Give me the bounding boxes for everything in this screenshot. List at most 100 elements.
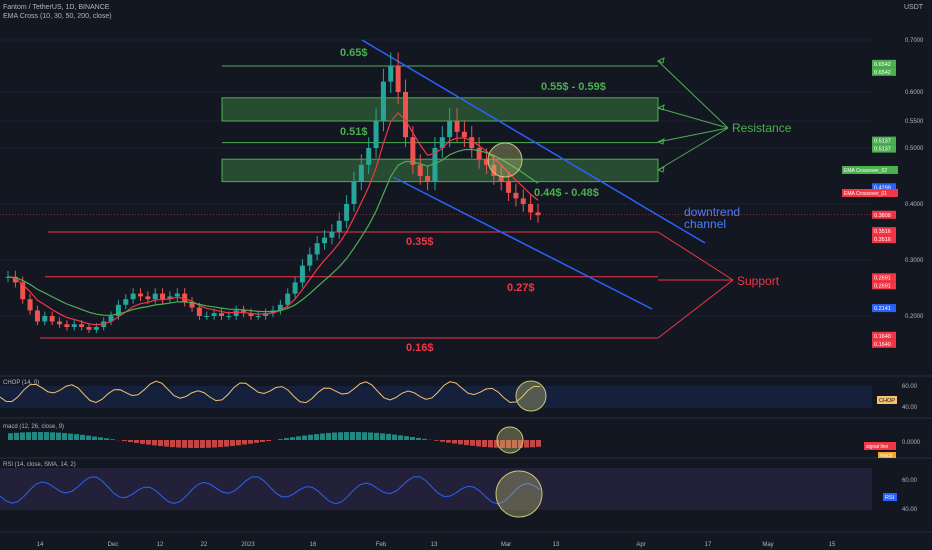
candle-body xyxy=(42,316,48,322)
ema-fast-line xyxy=(7,112,539,326)
candle-body xyxy=(461,131,467,138)
price-tag: 0.6542 xyxy=(874,62,891,68)
chop-band xyxy=(0,386,872,408)
price-tag: 0.1640 xyxy=(874,342,891,348)
chop-level: 60.00 xyxy=(902,384,918,390)
macd-histogram-bar xyxy=(452,440,457,444)
candle-body xyxy=(491,164,497,176)
candle-body xyxy=(211,313,217,316)
candle-body xyxy=(71,324,77,327)
resistance-arrow xyxy=(657,127,729,143)
macd-histogram-bar xyxy=(416,437,421,440)
symbol-title: Fantom / TetherUS, 1D, BINANCE xyxy=(3,4,110,11)
candle-body xyxy=(535,212,541,216)
macd-histogram-bar xyxy=(260,440,265,442)
macd-histogram-bar xyxy=(362,432,367,440)
candle-body xyxy=(344,204,350,221)
chop-line xyxy=(0,380,541,404)
candle-body xyxy=(299,265,305,283)
resistance-arrow xyxy=(657,107,729,129)
candle-body xyxy=(380,81,386,121)
candle-body xyxy=(469,137,475,148)
price-tag: 0.2691 xyxy=(874,275,891,281)
candle-body xyxy=(138,293,143,297)
macd-histogram-bar xyxy=(524,440,529,448)
candle-body xyxy=(358,164,364,182)
macd-highlight xyxy=(496,426,524,454)
candle-body xyxy=(79,324,85,327)
channel-lower-line xyxy=(392,176,653,310)
price-tag-bg xyxy=(872,331,896,340)
macd-histogram-bar xyxy=(254,440,259,443)
rsi-tag-bg xyxy=(883,493,897,501)
candle-body xyxy=(439,137,445,148)
resistance-arrow xyxy=(657,60,729,129)
candle-body xyxy=(307,254,313,266)
candle-body xyxy=(27,299,33,311)
candle-body xyxy=(322,237,328,244)
rsi-level: 40.00 xyxy=(902,507,918,513)
arrow-head xyxy=(656,138,665,145)
macd-histogram-bar xyxy=(104,438,109,440)
macd-histogram-bar xyxy=(374,432,379,440)
price-tag: 0.6542 xyxy=(874,70,891,76)
candle-body xyxy=(20,282,26,300)
macd-histogram-bar xyxy=(182,440,187,448)
candle-body xyxy=(388,66,394,82)
price-tag-bg xyxy=(872,183,896,192)
rsi-line xyxy=(0,476,541,505)
macd-histogram-bar xyxy=(242,440,247,445)
price-tag: 0.3516 xyxy=(874,229,891,235)
price-tag-bg xyxy=(872,273,896,282)
macd-histogram-bar xyxy=(8,433,13,440)
macd-title: macd (12, 26, close, 9) xyxy=(3,424,64,430)
candle-body xyxy=(248,313,254,316)
time-tick-label: Feb xyxy=(376,542,387,548)
chop-highlight xyxy=(515,380,547,412)
candle-body xyxy=(351,181,357,204)
time-tick-label: 15 xyxy=(829,542,836,548)
candle-body xyxy=(167,296,173,300)
macd-tag-bg xyxy=(864,442,896,450)
level-label: 0.51$ xyxy=(340,126,368,138)
candle-body xyxy=(314,243,320,255)
time-tick-label: Mar xyxy=(501,542,511,548)
macd-histogram-bar xyxy=(284,438,289,440)
price-tag: 0.3516 xyxy=(874,237,891,243)
macd-histogram-bar xyxy=(476,440,481,447)
macd-histogram-bar xyxy=(128,440,133,443)
macd-histogram-bar xyxy=(200,440,205,448)
ema-label-bg xyxy=(842,166,898,174)
candle-body xyxy=(454,121,460,132)
candle-body xyxy=(145,296,151,300)
price-tag-bg xyxy=(872,339,896,348)
zone-label: 0.44$ - 0.48$ xyxy=(534,187,599,199)
price-tick-label: 0.6000 xyxy=(905,90,924,96)
macd-histogram-bar xyxy=(356,432,361,440)
price-tag: 0.4299 xyxy=(874,185,891,191)
candle-body xyxy=(34,310,40,322)
price-tag: 0.5137 xyxy=(874,139,891,145)
arrow-head xyxy=(656,166,665,173)
resistance-zone xyxy=(221,97,659,122)
price-tag-bg xyxy=(872,227,896,236)
macd-histogram-bar xyxy=(248,440,253,444)
macd-histogram-bar xyxy=(218,440,223,448)
arrow-head xyxy=(656,104,665,111)
ema-label-bg xyxy=(842,189,898,197)
macd-histogram-bar xyxy=(56,432,61,440)
macd-level: 0.0000 xyxy=(902,440,921,446)
price-tag-bg xyxy=(872,59,896,68)
macd-histogram-bar xyxy=(158,440,163,447)
macd-histogram-bar xyxy=(212,440,217,448)
price-tag: 0.5137 xyxy=(874,147,891,153)
level-label: 0.35$ xyxy=(406,236,434,248)
macd-histogram-bar xyxy=(62,433,67,440)
candle-body xyxy=(196,307,202,316)
candle-body xyxy=(373,121,379,148)
macd-histogram-bar xyxy=(410,436,415,440)
macd-histogram-bar xyxy=(38,432,43,440)
macd-histogram-bar xyxy=(404,436,409,440)
macd-histogram-bar xyxy=(50,432,55,440)
